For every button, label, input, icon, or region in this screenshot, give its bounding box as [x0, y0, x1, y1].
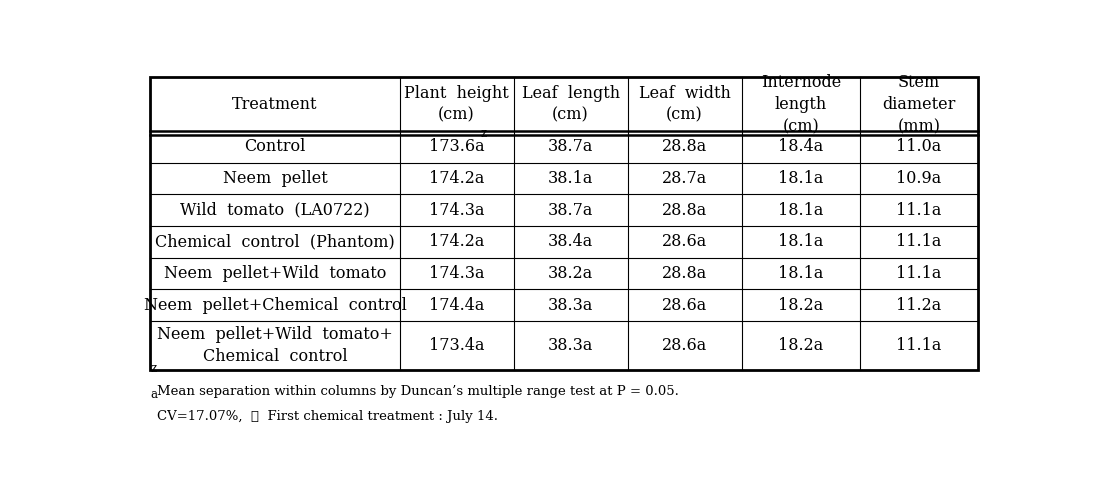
- Text: a: a: [151, 388, 157, 400]
- Text: Mean separation within columns by Duncan’s multiple range test at P = 0.05.: Mean separation within columns by Duncan…: [157, 384, 679, 398]
- Text: 11.2a: 11.2a: [896, 296, 941, 314]
- Text: Treatment: Treatment: [232, 96, 318, 112]
- Text: 28.8a: 28.8a: [662, 138, 707, 156]
- Text: Leaf  length
(cm): Leaf length (cm): [522, 84, 620, 124]
- Text: 173.4a: 173.4a: [428, 337, 484, 354]
- Text: 11.1a: 11.1a: [896, 234, 941, 250]
- Text: 174.3a: 174.3a: [428, 202, 484, 218]
- Text: 174.2a: 174.2a: [429, 234, 484, 250]
- Text: Chemical  control  (Phantom): Chemical control (Phantom): [155, 234, 395, 250]
- Text: 38.7a: 38.7a: [548, 202, 593, 218]
- Text: 11.1a: 11.1a: [896, 265, 941, 282]
- Text: Stem
diameter
(mm): Stem diameter (mm): [882, 74, 956, 135]
- Text: 11.1a: 11.1a: [896, 337, 941, 354]
- Text: 18.4a: 18.4a: [778, 138, 824, 156]
- Text: 18.1a: 18.1a: [778, 265, 824, 282]
- Text: 28.6a: 28.6a: [662, 337, 707, 354]
- Text: 38.4a: 38.4a: [548, 234, 593, 250]
- Text: 18.2a: 18.2a: [778, 337, 824, 354]
- Text: 18.1a: 18.1a: [778, 234, 824, 250]
- Text: 28.8a: 28.8a: [662, 202, 707, 218]
- Text: 18.1a: 18.1a: [778, 202, 824, 218]
- Text: 18.1a: 18.1a: [778, 170, 824, 187]
- Text: Neem  pellet+Wild  tomato+
Chemical  control: Neem pellet+Wild tomato+ Chemical contro…: [157, 326, 393, 365]
- Text: 28.6a: 28.6a: [662, 296, 707, 314]
- Text: 174.4a: 174.4a: [429, 296, 484, 314]
- Text: Neem  pellet+Chemical  control: Neem pellet+Chemical control: [143, 296, 406, 314]
- Text: Neem  pellet: Neem pellet: [222, 170, 327, 187]
- Text: 174.2a: 174.2a: [429, 170, 484, 187]
- Text: 38.3a: 38.3a: [548, 296, 593, 314]
- Text: z: z: [480, 127, 487, 140]
- Text: 11.0a: 11.0a: [896, 138, 941, 156]
- Text: Leaf  width
(cm): Leaf width (cm): [639, 84, 731, 124]
- Text: Control: Control: [244, 138, 306, 156]
- Text: 174.3a: 174.3a: [428, 265, 484, 282]
- Text: 28.8a: 28.8a: [662, 265, 707, 282]
- Text: 28.7a: 28.7a: [662, 170, 707, 187]
- Text: Plant  height
(cm): Plant height (cm): [404, 84, 509, 124]
- Text: Wild  tomato  (LA0722): Wild tomato (LA0722): [181, 202, 370, 218]
- Text: 10.9a: 10.9a: [896, 170, 941, 187]
- Text: 38.3a: 38.3a: [548, 337, 593, 354]
- Text: 38.2a: 38.2a: [548, 265, 593, 282]
- Text: 38.1a: 38.1a: [548, 170, 593, 187]
- Text: z: z: [151, 362, 156, 375]
- Text: 38.7a: 38.7a: [548, 138, 593, 156]
- Text: 18.2a: 18.2a: [778, 296, 824, 314]
- Text: CV=17.07%,  ※  First chemical treatment : July 14.: CV=17.07%, ※ First chemical treatment : …: [157, 410, 499, 424]
- Text: 28.6a: 28.6a: [662, 234, 707, 250]
- Text: 173.6a: 173.6a: [428, 138, 484, 156]
- Text: 11.1a: 11.1a: [896, 202, 941, 218]
- Text: Internode
length
(cm): Internode length (cm): [761, 74, 841, 135]
- Text: Neem  pellet+Wild  tomato: Neem pellet+Wild tomato: [164, 265, 386, 282]
